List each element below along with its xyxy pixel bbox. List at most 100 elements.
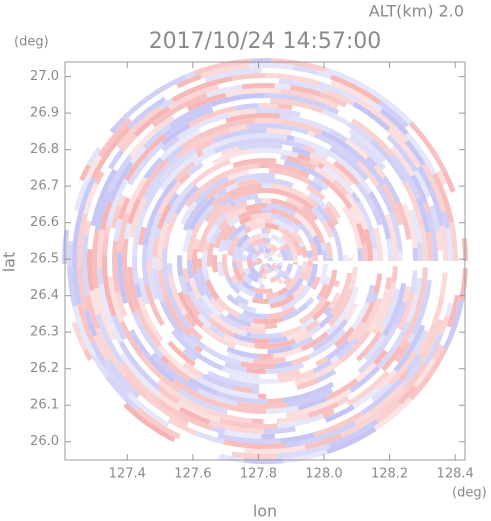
echo-cell [212, 254, 219, 273]
echo-cell [257, 187, 286, 196]
echo-cell [161, 123, 191, 146]
echo-cell [162, 178, 178, 196]
echo-cell [250, 238, 263, 248]
echo-cell [147, 273, 159, 301]
echo-cell [225, 275, 241, 295]
echo-cell [270, 98, 325, 114]
echo-cell [160, 153, 199, 191]
y-tick-label: 26.4 [30, 288, 59, 303]
echo-cell [202, 240, 211, 252]
echo-cell [348, 206, 361, 225]
echo-cell [154, 228, 162, 239]
echo-cell [309, 157, 320, 167]
echo-cell [71, 321, 88, 352]
echo-cell [250, 322, 265, 329]
echo-cell [263, 253, 268, 259]
echo-cell [115, 292, 128, 317]
echo-cell [265, 223, 280, 231]
echo-cell [344, 138, 370, 160]
echo-cell [305, 184, 326, 201]
echo-cell [201, 294, 222, 317]
echo-cell [261, 227, 266, 234]
echo-cell [298, 164, 326, 182]
echo-cell [228, 373, 280, 384]
echo-cell [98, 284, 123, 344]
echo-cell [342, 254, 348, 261]
echo-cell [98, 117, 132, 158]
echo-cell [266, 262, 272, 269]
echo-cell [182, 196, 209, 232]
echo-cell [187, 161, 204, 177]
echo-cell [316, 369, 337, 383]
echo-cell [312, 318, 349, 352]
echo-cell [291, 230, 303, 244]
echo-cell [254, 338, 297, 350]
echo-cell [234, 385, 253, 394]
echo-cell [358, 82, 413, 125]
echo-cell [325, 339, 350, 361]
echo-cell [279, 368, 315, 384]
echo-cell [230, 188, 258, 201]
echo-cell [212, 383, 258, 399]
echo-cell [106, 154, 133, 193]
echo-cell [264, 322, 278, 330]
echo-cell [123, 222, 132, 240]
echo-cell [268, 249, 276, 257]
echo-cell [218, 453, 245, 463]
echo-cell [262, 263, 265, 269]
echo-cell [119, 352, 161, 397]
echo-cell [143, 193, 167, 246]
echo-cell [138, 226, 147, 246]
echo-cell [352, 101, 391, 132]
echo-cell [318, 312, 335, 329]
echo-cell [366, 288, 390, 333]
x-unit: (deg) [452, 486, 487, 501]
echo-cell [127, 392, 170, 428]
echo-cell [168, 102, 212, 128]
echo-cell [124, 288, 137, 314]
echo-cell [204, 68, 262, 83]
echo-cell [197, 268, 214, 301]
echo-cell [133, 106, 171, 138]
echo-cell [293, 65, 319, 76]
echo-cell [79, 164, 91, 182]
echo-cell [71, 257, 82, 305]
echo-cell [332, 179, 349, 197]
echo-cell [217, 188, 228, 198]
echo-cell [237, 208, 263, 220]
echo-cell [322, 269, 338, 300]
altitude-label: ALT(km) 2.0 [369, 2, 464, 21]
echo-cell [408, 347, 448, 401]
echo-cell [217, 261, 225, 277]
echo-cell [237, 259, 244, 272]
echo-cell [327, 288, 354, 327]
echo-cell [267, 305, 297, 319]
echo-cell [162, 212, 179, 249]
echo-cell [197, 225, 212, 253]
echo-cell [83, 349, 93, 361]
echo-cell [396, 202, 412, 240]
echo-cell [279, 113, 292, 121]
echo-cell [246, 331, 252, 338]
echo-cell [135, 307, 156, 340]
echo-cell [177, 255, 184, 277]
y-tick-label: 26.8 [30, 142, 59, 157]
echo-cell [272, 218, 295, 234]
echo-cell [197, 306, 212, 322]
echo-cell [86, 249, 95, 291]
echo-cell [151, 256, 158, 269]
echo-cell [240, 361, 276, 369]
echo-cell [375, 273, 383, 288]
echo-cell [264, 263, 269, 270]
echo-cell [190, 159, 231, 187]
echo-cell [209, 297, 225, 314]
echo-cell [423, 333, 444, 365]
echo-cell [238, 239, 251, 253]
echo-cell [283, 276, 293, 286]
echo-cell [368, 191, 391, 240]
echo-cell [108, 149, 124, 170]
echo-cell [159, 128, 202, 161]
echo-cell [194, 176, 230, 205]
echo-cell [307, 191, 328, 210]
